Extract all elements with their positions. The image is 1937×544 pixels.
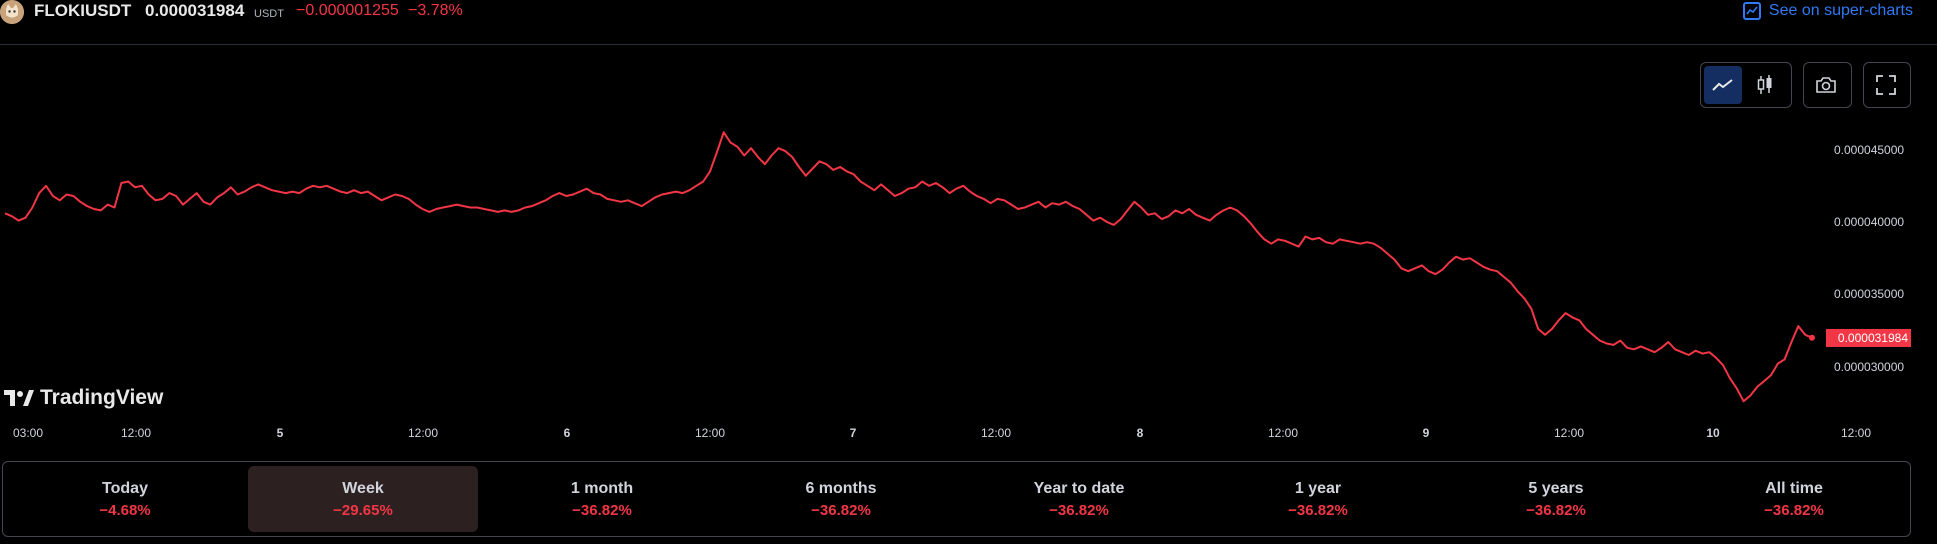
period-all-time[interactable]: All time −36.82% (1679, 466, 1909, 532)
line-chart-icon (1712, 79, 1733, 91)
period-change: −36.82% (572, 502, 632, 519)
screenshot-button[interactable] (1807, 66, 1845, 104)
period-label: 1 month (570, 480, 634, 497)
period-label: Week (342, 480, 384, 497)
y-tick-label: 0.000030000 (1834, 359, 1905, 374)
current-price: 0.000031984 (145, 1, 245, 20)
period-5-years[interactable]: 5 years −36.82% (1441, 466, 1671, 532)
period-label: Year to date (1033, 480, 1125, 497)
fullscreen-icon (1876, 75, 1896, 95)
super-charts-label: See on super-charts (1768, 2, 1913, 19)
last-price-point (1809, 334, 1815, 341)
floki-coin-icon (0, 0, 24, 24)
period-label: 1 year (1294, 480, 1342, 497)
chart-link-icon (1742, 2, 1761, 20)
x-tick-label: 8 (1136, 426, 1144, 440)
x-tick-label: 10 (1706, 426, 1720, 440)
tradingview-logo: TradingView (4, 386, 163, 410)
x-tick-label: 9 (1422, 426, 1430, 440)
x-tick-label: 12:00 (980, 426, 1012, 440)
price-series-line (4, 131, 1813, 403)
x-tick-label: 12:00 (120, 426, 152, 440)
tradingview-wordmark: TradingView (40, 386, 164, 409)
screenshot-group (1803, 62, 1852, 108)
x-tick-label: 12:00 (694, 426, 726, 440)
price-change-percent: −3.78% (408, 2, 463, 19)
period-change: −4.68% (99, 502, 151, 519)
chart-header: FLOKIUSDT 0.000031984 USDT −0.000001255 … (0, 0, 1937, 45)
period-today[interactable]: Today −4.68% (10, 466, 240, 532)
period-label: 5 years (1528, 480, 1584, 497)
last-price-tag: 0.000031984 (1826, 328, 1911, 347)
period-year-to-date[interactable]: Year to date −36.82% (964, 466, 1194, 532)
period-label: Today (102, 480, 148, 497)
x-tick-label: 12:00 (407, 426, 439, 440)
x-tick-label: 5 (276, 426, 284, 440)
period-change: −36.82% (811, 502, 871, 519)
price-change: −0.000001255 (296, 2, 399, 19)
period-change: −36.82% (1288, 502, 1348, 519)
period-change: −29.65% (333, 502, 393, 519)
period-selector: Today −4.68% Week −29.65% 1 month −36.82… (2, 461, 1911, 537)
period-6-months[interactable]: 6 months −36.82% (726, 466, 956, 532)
period-label: 6 months (805, 480, 877, 497)
x-tick-label: 12:00 (1267, 426, 1299, 440)
fullscreen-group (1863, 62, 1911, 108)
camera-icon (1816, 77, 1836, 93)
x-tick-label: 6 (563, 426, 571, 440)
x-tick-label: 12:00 (1840, 426, 1872, 440)
period-1-year[interactable]: 1 year −36.82% (1203, 466, 1433, 532)
line-chart-button[interactable] (1704, 66, 1742, 104)
symbol-name: FLOKIUSDT (34, 1, 132, 20)
x-tick-label: 03:00 (12, 426, 44, 440)
see-on-super-charts-link[interactable]: See on super-charts (1742, 0, 1913, 22)
period-change: −36.82% (1526, 502, 1586, 519)
y-tick-label: 0.000040000 (1834, 215, 1905, 229)
candlestick-icon (1757, 75, 1772, 94)
period-label: All time (1765, 480, 1823, 497)
currency-label: USDT (254, 8, 284, 20)
period-week[interactable]: Week −29.65% (248, 466, 478, 532)
y-tick-label: 0.000035000 (1834, 287, 1905, 302)
fullscreen-button[interactable] (1867, 66, 1905, 104)
period-change: −36.82% (1049, 502, 1109, 519)
chart-type-toggle (1700, 62, 1792, 108)
period-change: −36.82% (1764, 502, 1824, 519)
y-tick-label: 0.000045000 (1834, 142, 1905, 157)
candlestick-chart-button[interactable] (1746, 66, 1784, 104)
tradingview-logo-icon (4, 390, 34, 406)
period-1-month[interactable]: 1 month −36.82% (487, 466, 717, 532)
x-tick-label: 12:00 (1553, 426, 1585, 440)
x-tick-label: 7 (849, 426, 857, 440)
